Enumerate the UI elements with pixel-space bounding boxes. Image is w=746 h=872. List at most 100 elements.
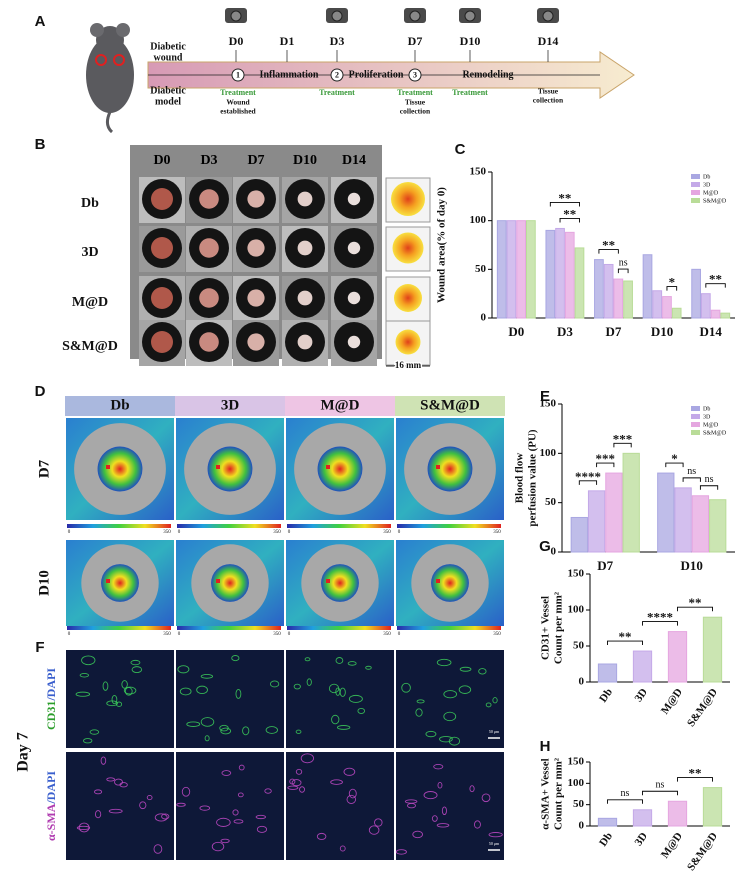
significance-label: ns — [687, 466, 696, 477]
row-label: D7 — [36, 459, 52, 478]
stain-vessel — [423, 791, 438, 800]
stain-vessel — [304, 657, 311, 662]
stain-vessel — [119, 782, 128, 788]
stain-vessel — [242, 726, 250, 736]
stain-vessel — [83, 738, 93, 744]
bar — [691, 268, 701, 319]
stain-vessel — [238, 764, 245, 771]
y-tick-label: 150 — [470, 166, 487, 178]
colorbar-label: 350 — [273, 632, 281, 637]
stain-vessel — [75, 691, 91, 697]
wound-bed — [347, 241, 361, 255]
bar — [642, 254, 653, 319]
column-header: D3 — [200, 153, 217, 168]
day-label: Day 7 — [15, 732, 32, 772]
x-tick-label: 3D — [632, 686, 650, 704]
stain-vessel — [416, 699, 425, 704]
significance-bracket — [598, 249, 619, 254]
day-label: D1 — [280, 34, 295, 48]
wound-bed — [297, 191, 313, 207]
panel-letter: E — [540, 388, 550, 405]
stain-vessel — [196, 685, 208, 695]
legend-swatch — [691, 414, 700, 419]
stain-vessel — [339, 845, 346, 852]
bar — [516, 220, 527, 319]
significance-bracket — [677, 777, 713, 782]
bar — [667, 800, 688, 827]
stain-vessel — [339, 687, 346, 697]
step-number: 3 — [413, 70, 417, 79]
phase-label: Remodeling — [462, 69, 513, 80]
stain-vessel — [443, 690, 458, 699]
note-label: collection — [533, 96, 564, 105]
stain-vessel — [176, 802, 186, 807]
colorbar-label: 0 — [178, 530, 181, 535]
column-header: D0 — [153, 153, 170, 168]
stain-vessel — [106, 700, 118, 707]
panel-letter: G — [539, 538, 551, 555]
bar — [709, 499, 727, 553]
y-tick-label: 150 — [568, 756, 585, 768]
row-label: model — [155, 96, 181, 107]
stain-vessel — [264, 788, 272, 794]
bar — [657, 472, 675, 553]
stain-vessel — [473, 820, 481, 829]
perfusion-wound — [427, 446, 473, 492]
bar — [710, 309, 721, 319]
wound-bed — [347, 335, 361, 349]
stain-vessel — [306, 678, 312, 686]
stain-vessel — [89, 729, 100, 735]
wound-bed — [297, 240, 313, 256]
roi-marker — [216, 579, 220, 583]
stain-vessel — [415, 708, 423, 717]
colorbar-label: 350 — [273, 530, 281, 535]
bar — [632, 650, 653, 683]
row-label: Db — [81, 196, 99, 211]
stain-vessel — [220, 727, 232, 735]
bar — [594, 259, 604, 319]
stain-vessel — [130, 659, 141, 666]
stain-vessel — [401, 682, 411, 693]
significance-bracket — [549, 202, 580, 207]
legend-swatch — [691, 198, 700, 203]
panel-letter: A — [35, 13, 46, 30]
bar — [623, 280, 633, 319]
significance-label: ns — [619, 257, 628, 268]
column-header-bg — [285, 396, 395, 416]
stain-vessel — [481, 793, 491, 803]
stain-vessel — [79, 673, 90, 678]
stain-vessel — [237, 792, 244, 798]
colorbar-label: 0 — [288, 530, 291, 535]
bar — [622, 452, 640, 553]
legend-label: Db — [703, 174, 710, 180]
x-tick-label: Db — [597, 686, 615, 704]
stain-vessel — [108, 808, 123, 814]
camera-lens — [331, 10, 343, 22]
colorbar-label: 350 — [163, 632, 171, 637]
x-tick-label: S&M@D — [685, 686, 720, 729]
mouse-illustration — [86, 23, 134, 134]
stain-vessel — [287, 785, 299, 790]
stain-vessel — [211, 841, 225, 852]
legend-swatch — [691, 182, 700, 187]
y-axis-label: Wound area(% of day 0) — [436, 187, 448, 303]
y-tick-label: 0 — [551, 546, 557, 558]
significance-label: *** — [613, 431, 633, 446]
bar — [574, 247, 585, 319]
row-label: 3D — [81, 245, 98, 260]
legend-label: S&M@D — [703, 198, 727, 204]
wound-bed — [297, 290, 313, 306]
row-label: S&M@D — [62, 339, 118, 354]
stain-vessel — [94, 810, 102, 819]
stain-image — [396, 752, 504, 860]
stain-vessel — [186, 721, 201, 727]
panel-letter: D — [35, 383, 46, 400]
wound-bed — [199, 288, 219, 308]
treatment-label: Treatment — [397, 88, 433, 97]
y-axis-label: α-SMA+ Vessel — [540, 758, 552, 829]
legend-label: Db — [703, 406, 710, 412]
significance-label: ** — [689, 595, 702, 610]
perfusion-wound — [207, 446, 253, 492]
bar — [691, 495, 710, 553]
colorbar — [177, 524, 281, 528]
